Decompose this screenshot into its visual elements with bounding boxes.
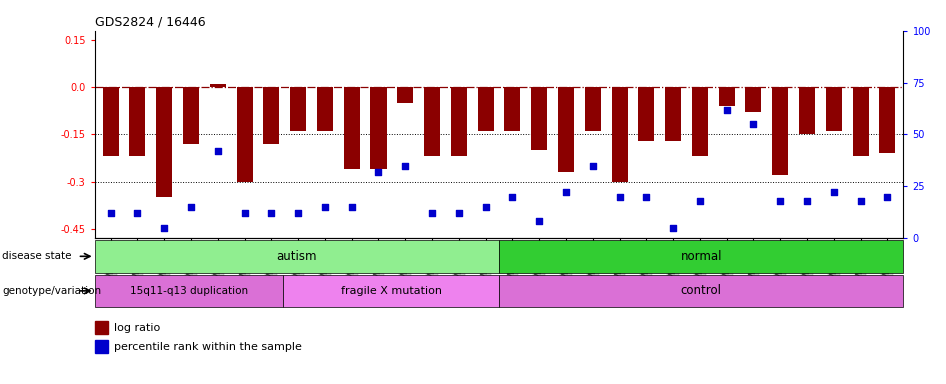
Bar (290, 87, 307, 131)
Bar (852, 87, 868, 156)
Bar (639, 87, 655, 141)
Point (826, 189, 841, 195)
Bar (799, 87, 815, 134)
Bar (343, 87, 359, 169)
Point (639, 194, 654, 200)
Bar (826, 87, 842, 131)
Point (130, 210, 145, 216)
Point (397, 162, 412, 169)
Bar (719, 87, 735, 106)
Point (745, 121, 761, 127)
Bar (745, 87, 762, 113)
Text: control: control (681, 285, 722, 297)
Text: normal: normal (680, 250, 722, 263)
Bar (102, 87, 118, 156)
Point (880, 194, 895, 200)
Point (666, 225, 681, 231)
Bar (772, 87, 788, 175)
Point (317, 204, 332, 210)
Bar (371, 87, 387, 169)
Point (719, 106, 734, 113)
Bar (317, 87, 333, 131)
Text: percentile rank within the sample: percentile rank within the sample (114, 342, 302, 352)
Text: fragile X mutation: fragile X mutation (341, 286, 442, 296)
Point (773, 198, 788, 204)
Bar (478, 87, 494, 131)
Bar (156, 87, 172, 197)
Bar (210, 84, 226, 87)
Point (184, 204, 199, 210)
Bar (880, 87, 896, 153)
Bar (504, 87, 520, 131)
Point (451, 210, 466, 216)
Point (210, 148, 225, 154)
Point (692, 198, 708, 204)
Text: 15q11-q13 duplication: 15q11-q13 duplication (130, 286, 248, 296)
Bar (95, 275, 283, 307)
Bar (95, 340, 108, 353)
Text: genotype/variation: genotype/variation (2, 286, 101, 296)
Bar (531, 87, 547, 150)
Bar (397, 87, 413, 103)
Point (157, 225, 172, 231)
Bar (585, 87, 601, 131)
Bar (451, 87, 467, 156)
Text: GDS2824 / 16446: GDS2824 / 16446 (95, 15, 205, 28)
Point (799, 198, 815, 204)
Bar (558, 87, 574, 172)
Bar (95, 321, 108, 334)
Bar (499, 275, 903, 307)
Text: autism: autism (276, 250, 317, 263)
Bar (499, 240, 903, 273)
Point (558, 189, 573, 195)
Bar (692, 87, 708, 156)
Point (264, 210, 279, 216)
Bar (95, 240, 499, 273)
Point (425, 210, 440, 216)
Bar (183, 87, 199, 144)
Text: disease state: disease state (2, 251, 71, 262)
Point (505, 194, 520, 200)
Point (853, 198, 868, 204)
Point (478, 204, 493, 210)
Point (371, 169, 386, 175)
Bar (236, 87, 253, 182)
Bar (130, 87, 146, 156)
Point (612, 194, 627, 200)
Point (237, 210, 253, 216)
Point (290, 210, 306, 216)
Point (103, 210, 118, 216)
Bar (424, 87, 440, 156)
Bar (263, 87, 279, 144)
Bar (611, 87, 627, 182)
Point (532, 218, 547, 225)
Point (344, 204, 359, 210)
Text: log ratio: log ratio (114, 323, 160, 333)
Point (586, 162, 601, 169)
Bar (665, 87, 681, 141)
Bar (283, 275, 499, 307)
